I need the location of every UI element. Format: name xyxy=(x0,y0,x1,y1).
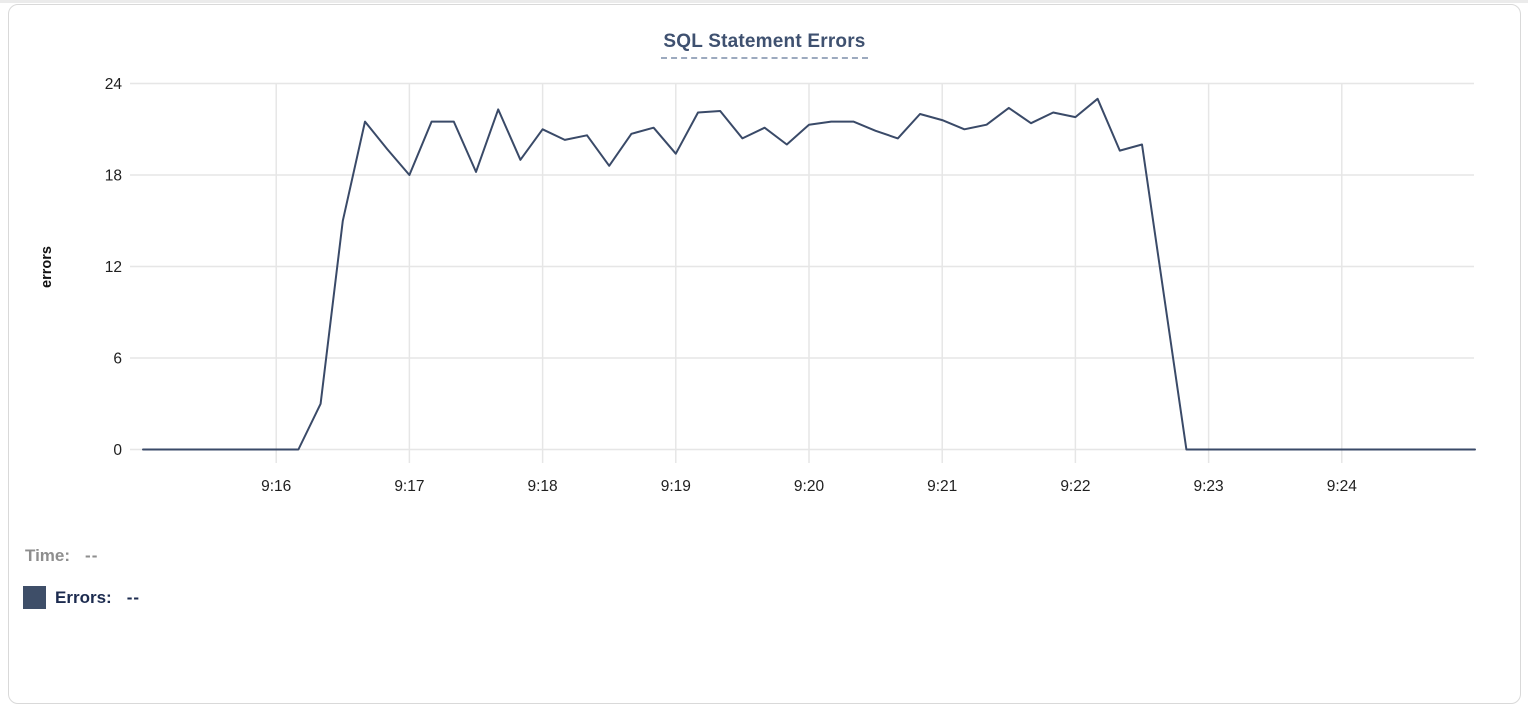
y-tick-label: 12 xyxy=(105,259,122,276)
tooltip-errors-label: Errors: xyxy=(55,587,112,607)
x-tick-label: 9:18 xyxy=(528,478,558,495)
x-tick-label: 9:22 xyxy=(1060,478,1090,495)
errors-series-line[interactable] xyxy=(142,97,1476,451)
x-tick-label: 9:19 xyxy=(661,478,691,495)
tooltip-time-row: Time: -- xyxy=(25,546,98,566)
chart-title-wrap: SQL Statement Errors xyxy=(9,31,1520,59)
tooltip-errors-value: -- xyxy=(126,587,141,607)
tooltip-time-label: Time: xyxy=(25,546,71,565)
y-tick-label: 18 xyxy=(105,168,122,185)
tooltip-time-value: -- xyxy=(85,546,99,565)
x-tick-label: 9:17 xyxy=(394,478,424,495)
y-tick-label: 24 xyxy=(105,76,123,93)
x-tick-label: 9:23 xyxy=(1194,478,1224,495)
y-axis-label: errors xyxy=(39,246,55,288)
y-tick-label: 0 xyxy=(113,442,122,459)
errors-line-chart[interactable]: 0 6 12 18 24 9:16 9:17 9:18 9:19 9:20 9:21 9:22 9:23… xyxy=(9,5,1522,525)
chart-title[interactable]: SQL Statement Errors xyxy=(661,31,868,59)
x-tick-label: 9:24 xyxy=(1327,478,1358,495)
errors-series-swatch-icon xyxy=(23,586,46,609)
chart-panel: 0 6 12 18 24 9:16 9:17 9:18 9:19 9:20 9:21 9:22 9:23… xyxy=(8,4,1521,704)
y-tick-label: 6 xyxy=(113,351,122,368)
page-edge-strip xyxy=(0,0,1528,3)
x-tick-label: 9:20 xyxy=(794,478,825,495)
x-tick-label: 9:16 xyxy=(261,478,291,495)
tooltip-errors-row: Errors: -- xyxy=(23,586,140,609)
x-tick-label: 9:21 xyxy=(927,478,957,495)
